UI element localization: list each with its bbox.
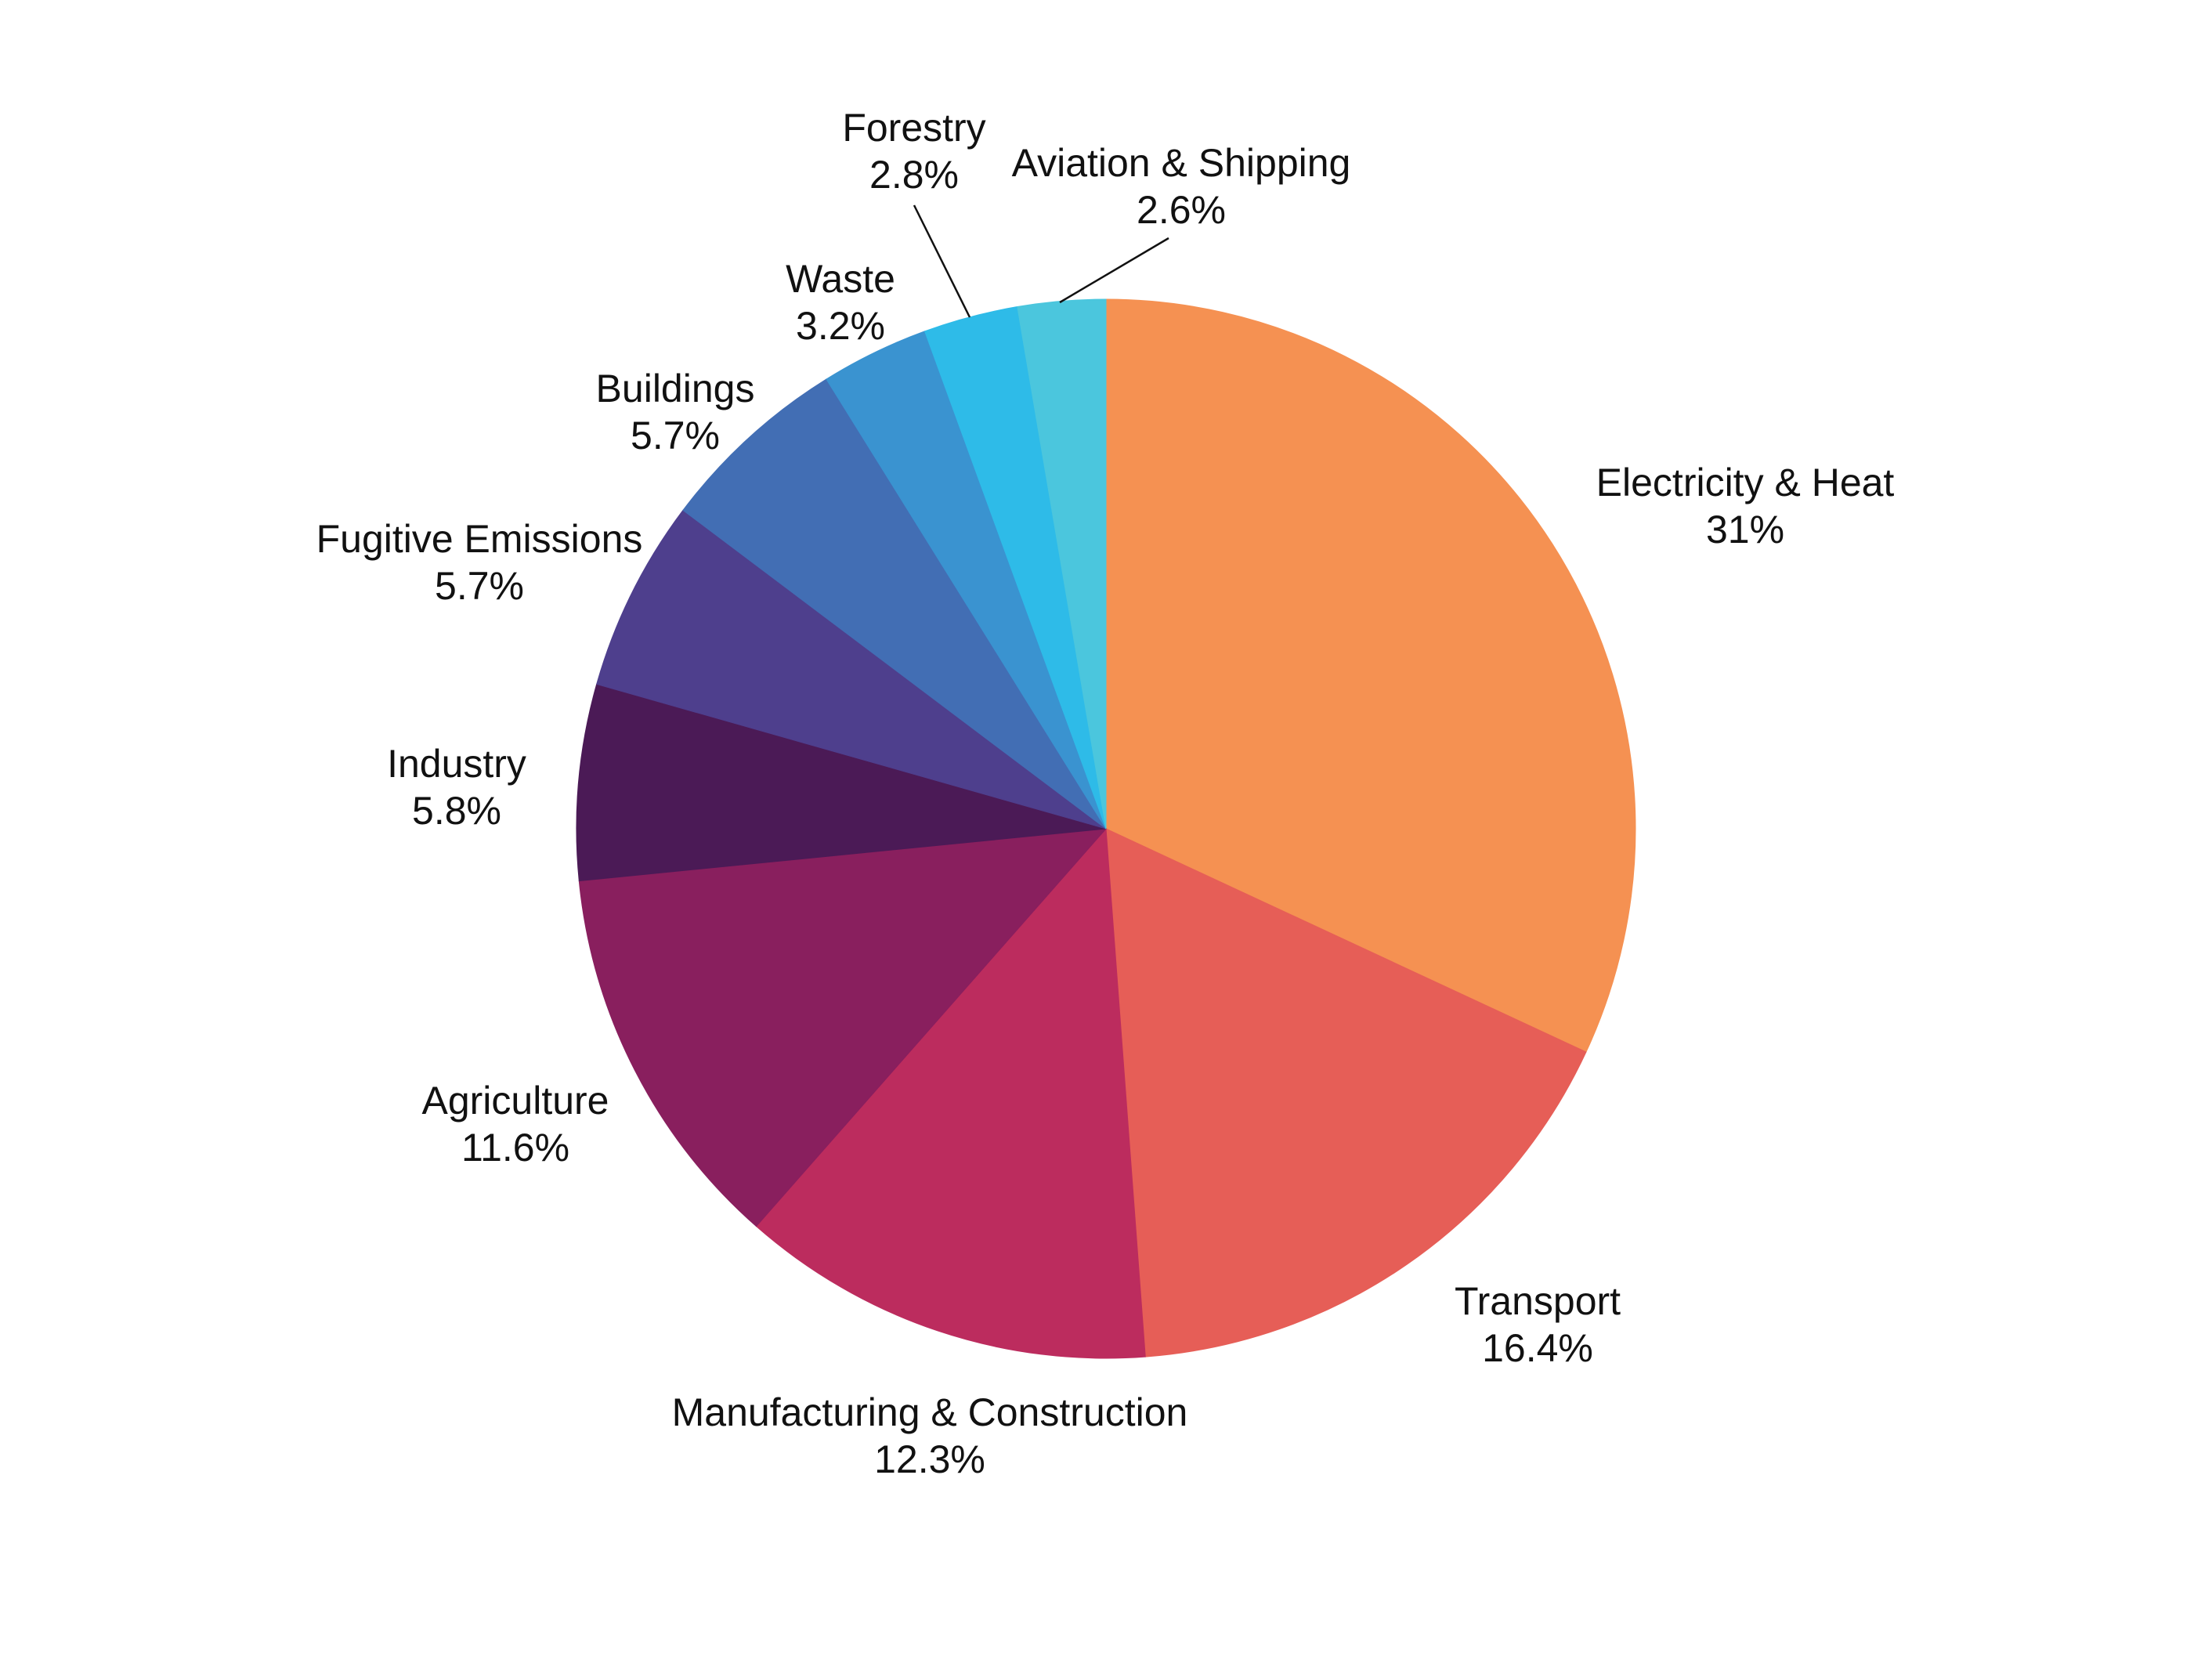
label-value: 31%: [1706, 508, 1784, 551]
slice-labels: Electricity & Heat 31% Transport 16.4% M…: [316, 106, 1895, 1481]
leader-line-forestry: [913, 204, 971, 318]
label-electricity-heat: Electricity & Heat 31%: [1596, 461, 1895, 551]
label-agriculture: Agriculture 11.6%: [422, 1079, 609, 1170]
label-value: 3.2%: [796, 304, 885, 348]
label-name: Industry: [387, 742, 526, 786]
label-fugitive-emissions: Fugitive Emissions 5.7%: [316, 517, 643, 608]
pie-slice-agriculture: [578, 828, 1108, 1227]
label-name: Electricity & Heat: [1596, 461, 1895, 504]
leader-lines: [913, 204, 1169, 318]
label-waste: Waste 3.2%: [786, 257, 895, 348]
label-buildings: Buildings 5.7%: [596, 367, 755, 457]
label-transport: Transport 16.4%: [1455, 1279, 1621, 1370]
label-value: 2.6%: [1137, 188, 1226, 232]
label-value: 11.6%: [461, 1126, 569, 1170]
label-value: 5.8%: [412, 789, 501, 833]
label-name: Manufacturing & Construction: [672, 1390, 1188, 1434]
label-name: Agriculture: [422, 1079, 609, 1123]
label-value: 5.7%: [631, 414, 720, 457]
label-value: 12.3%: [874, 1437, 985, 1481]
label-name: Waste: [786, 257, 895, 301]
pie-slice-manufacturing-construction: [755, 827, 1146, 1359]
pie-slice-industry: [576, 683, 1107, 882]
label-name: Transport: [1455, 1279, 1621, 1323]
pie-slice-fugitive-emissions: [596, 509, 1107, 830]
label-industry: Industry 5.8%: [387, 742, 526, 833]
label-name: Buildings: [596, 367, 755, 410]
label-aviation-shipping: Aviation & Shipping 2.6%: [1012, 141, 1351, 232]
label-manufacturing-construction: Manufacturing & Construction 12.3%: [672, 1390, 1188, 1481]
label-name: Fugitive Emissions: [316, 517, 643, 561]
label-forestry: Forestry 2.8%: [842, 106, 985, 197]
pie-slice-buildings: [682, 378, 1107, 830]
label-value: 5.7%: [435, 564, 524, 608]
leader-line-aviation-shipping: [1059, 237, 1169, 304]
pie-slices: [576, 298, 1636, 1359]
label-name: Aviation & Shipping: [1012, 141, 1351, 185]
label-value: 16.4%: [1482, 1326, 1593, 1370]
label-name: Forestry: [842, 106, 985, 150]
pie-slice-transport: [1105, 828, 1587, 1358]
label-value: 2.8%: [869, 153, 959, 197]
pie-slice-electricity-heat: [1105, 298, 1636, 1053]
